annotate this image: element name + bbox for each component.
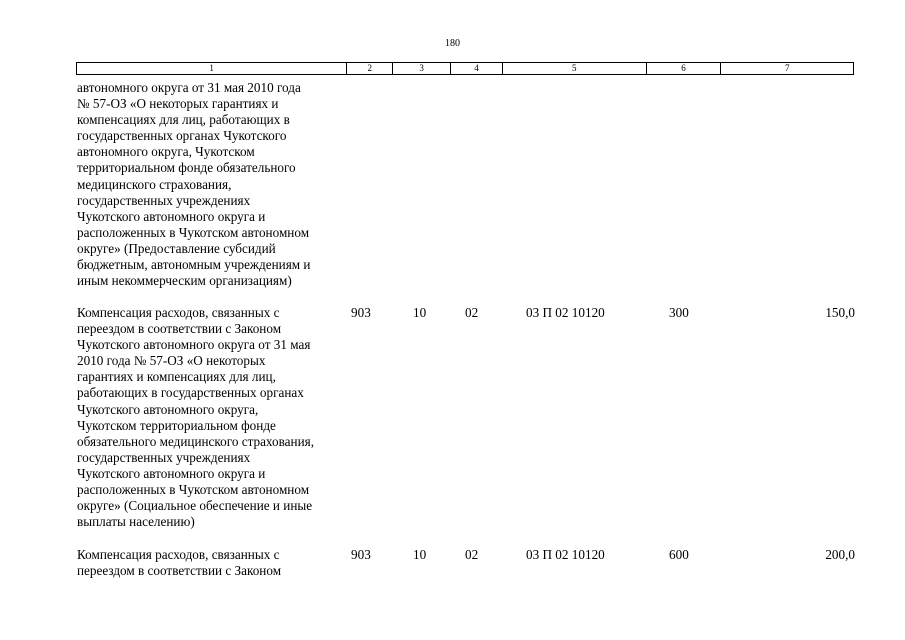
row-description-line: Чукотского автономного округа и xyxy=(77,208,266,224)
header-col-4: 4 xyxy=(451,63,503,74)
row-2-col-2: 903 xyxy=(351,547,371,562)
row-description-line: Компенсация расходов, связанных с xyxy=(77,547,280,562)
row-description-line: Компенсация расходов, связанных с xyxy=(77,305,280,320)
row-description-line: округе» (Социальное обеспечение и иные xyxy=(77,498,313,514)
row-1-col-4: 02 xyxy=(465,305,479,320)
row-2-col-3: 10 xyxy=(413,547,427,562)
row-description-line: государственных учреждениях xyxy=(77,192,251,208)
row-description-line: Чукотского автономного округа, xyxy=(77,401,259,417)
row-description-line: автономного округа от 31 мая 2010 года xyxy=(77,80,301,95)
row-description-line: государственных органах Чукотского xyxy=(77,128,287,144)
row-description-line: гарантиях и компенсациях для лиц, xyxy=(77,369,276,385)
row-description-line: компенсациях для лиц, работающих в xyxy=(77,112,290,128)
row-description-line: медицинского страхования, xyxy=(77,176,232,192)
row-description-line: округе» (Предоставление субсидий xyxy=(77,240,276,256)
table-header-row: 1 2 3 4 5 6 7 xyxy=(76,62,854,75)
row-1-col-2: 903 xyxy=(351,305,371,320)
table-row: Компенсация расходов, связанных с переез… xyxy=(77,547,352,579)
table-row: автономного округа от 31 мая 2010 года №… xyxy=(77,80,352,289)
header-col-5: 5 xyxy=(503,63,647,74)
row-description-line: переездом в соответствии с Законом xyxy=(77,321,282,337)
row-description-line: расположенных в Чукотском автономном xyxy=(77,482,310,498)
header-col-7: 7 xyxy=(784,63,790,73)
row-2-col-5: 03 П 02 10120 xyxy=(526,547,605,562)
table-row: Компенсация расходов, связанных с переез… xyxy=(77,305,352,530)
row-description-line: Чукотском территориальном фонде xyxy=(77,417,276,433)
header-col-6: 6 xyxy=(647,63,722,74)
row-description-line: Чукотского автономного округа и xyxy=(77,465,266,481)
row-1-col-5: 03 П 02 10120 xyxy=(526,305,605,320)
row-description-line: № 57-ОЗ «О некоторых гарантиях и xyxy=(77,96,279,112)
row-2-col-7: 200,0 xyxy=(825,547,855,562)
row-description-line: Чукотского автономного округа от 31 мая xyxy=(77,337,311,353)
row-description-line: 2010 года № 57-ОЗ «О некоторых xyxy=(77,353,266,369)
row-description-line: автономного округа, Чукотском xyxy=(77,144,255,160)
header-col-3: 3 xyxy=(393,63,452,74)
row-1-col-7: 150,0 xyxy=(825,305,855,320)
row-2-col-6: 600 xyxy=(669,547,689,562)
row-description-line: государственных учреждениях xyxy=(77,449,251,465)
row-description-line: обязательного медицинского страхования, xyxy=(77,433,315,449)
row-2-col-4: 02 xyxy=(465,547,479,562)
header-col-2: 2 xyxy=(347,63,394,74)
row-1-col-6: 300 xyxy=(669,305,689,320)
row-description-line: территориальном фонде обязательного xyxy=(77,160,296,176)
row-description-line: переездом в соответствии с Законом xyxy=(77,563,282,579)
row-description-line: расположенных в Чукотском автономном xyxy=(77,224,310,240)
page-number: 180 xyxy=(445,38,460,49)
row-description-line: бюджетным, автономным учреждениям и xyxy=(77,257,311,273)
row-description-line: работающих в государственных органах xyxy=(77,385,304,401)
header-col-1: 1 xyxy=(77,63,348,74)
row-description-line: выплаты населению) xyxy=(77,514,195,530)
row-description-line: иным некоммерческим организациям) xyxy=(77,273,292,289)
row-1-col-3: 10 xyxy=(413,305,427,320)
